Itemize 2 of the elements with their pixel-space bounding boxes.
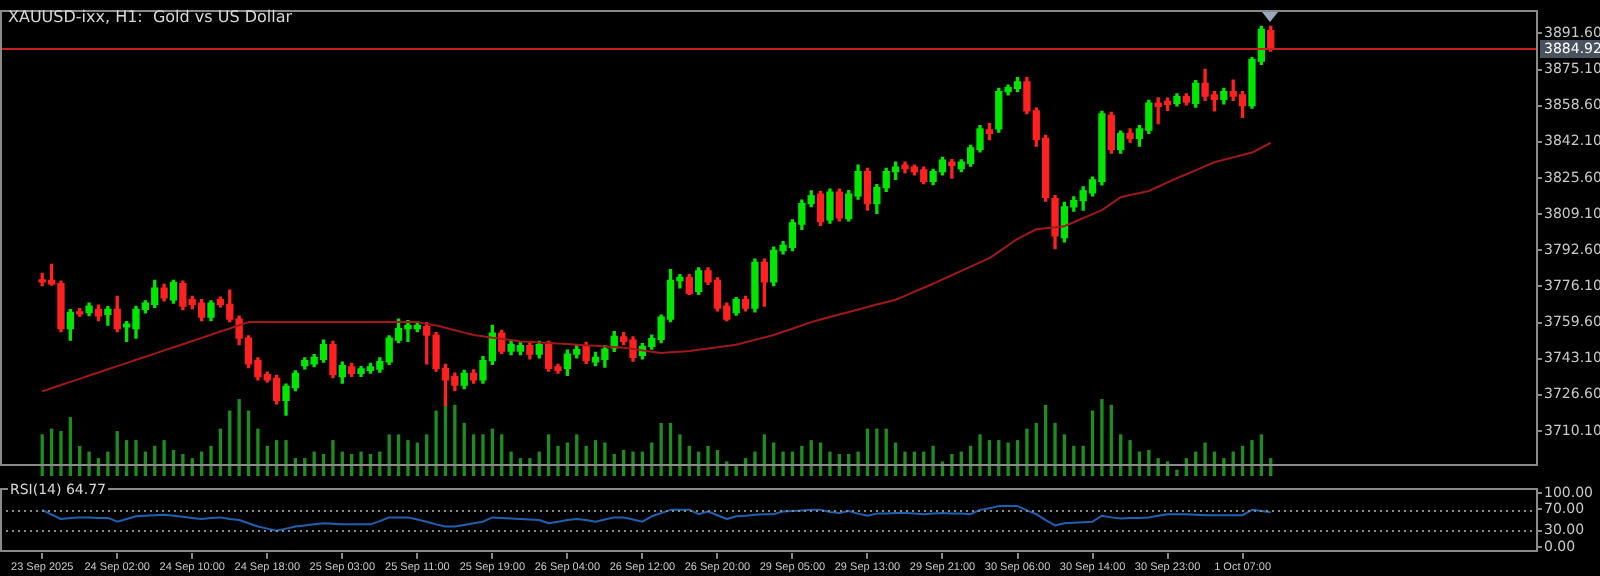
chart-title: XAUUSD-ixx, H1: Gold vs US Dollar [8,8,293,28]
candlestick [948,158,956,179]
